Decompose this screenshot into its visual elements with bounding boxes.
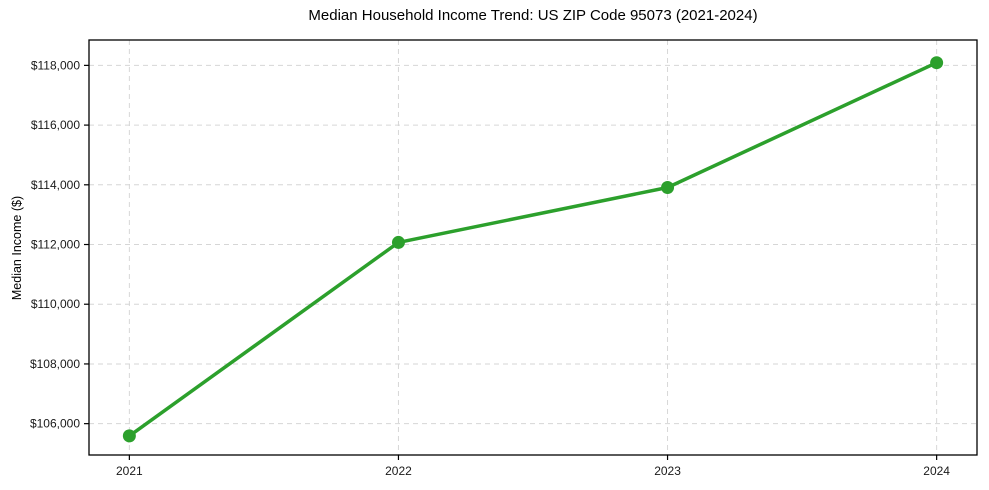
data-point-2023 bbox=[661, 180, 675, 194]
y-tick-label: $112,000 bbox=[31, 238, 80, 252]
data-point-2024 bbox=[930, 56, 944, 70]
y-tick-label: $114,000 bbox=[31, 178, 80, 192]
y-tick-label: $108,000 bbox=[30, 357, 80, 371]
y-tick-label: $110,000 bbox=[31, 297, 80, 311]
data-point-2021 bbox=[122, 429, 136, 443]
y-tick-label: $118,000 bbox=[31, 58, 80, 72]
y-tick-label: $116,000 bbox=[31, 118, 80, 132]
y-tick-label: $106,000 bbox=[30, 417, 80, 431]
x-tick-label: 2021 bbox=[116, 464, 143, 478]
x-tick-label: 2023 bbox=[654, 464, 681, 478]
chart-title: Median Household Income Trend: US ZIP Co… bbox=[308, 7, 758, 24]
data-point-2022 bbox=[391, 235, 405, 249]
x-tick-label: 2022 bbox=[385, 464, 412, 478]
plot-border bbox=[88, 39, 978, 456]
trend-line bbox=[127, 60, 939, 438]
x-tick-label: 2024 bbox=[923, 464, 950, 478]
